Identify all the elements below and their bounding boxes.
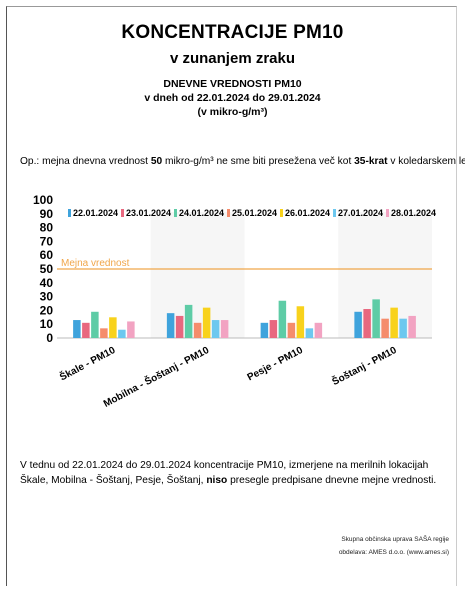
bar <box>118 329 126 338</box>
bar <box>82 322 90 338</box>
x-category-label: Šoštanj - PM10 <box>330 343 399 388</box>
legend-label: 25.01.2024 <box>232 208 277 218</box>
bar <box>175 315 184 338</box>
bar <box>287 322 296 338</box>
plot-band <box>150 212 245 338</box>
x-category-label: Pesje - PM10 <box>246 345 306 384</box>
legend-label: 24.01.2024 <box>179 208 224 218</box>
y-tick-label: 10 <box>40 317 54 331</box>
bar <box>202 307 211 338</box>
note-part-3: v koledarskem letu <box>390 156 465 167</box>
plot-band <box>338 212 432 338</box>
y-tick-label: 90 <box>40 207 54 221</box>
legend-label: 22.01.2024 <box>73 208 118 218</box>
bar <box>269 320 278 338</box>
bar <box>408 315 416 338</box>
bar <box>305 328 314 338</box>
y-tick-label: 100 <box>33 193 53 207</box>
summary-bold: niso <box>206 475 228 486</box>
note-part-1: Op.: mejna dnevna vrednost <box>20 156 151 167</box>
header-line-2: v dneh od 22.01.2024 do 29.01.2024 <box>144 92 321 104</box>
credit-line-2: obdelava: AMES d.o.o. (www.ames.si) <box>338 549 449 556</box>
bar <box>127 321 135 338</box>
header-line-1: DNEVNE VREDNOSTI PM10 <box>163 78 302 90</box>
legend-label: 27.01.2024 <box>338 208 383 218</box>
x-category-label: Škale - PM10 <box>57 343 117 383</box>
bar <box>211 320 220 338</box>
bar <box>73 320 81 338</box>
legend-swatch <box>174 209 177 217</box>
x-category-label: Mobilna - Šoštanj - PM10 <box>101 343 211 410</box>
bar <box>381 318 389 338</box>
limit-note: Op.: mejna dnevna vrednost 50 mikro-g/m³… <box>20 156 465 167</box>
bar <box>390 307 398 338</box>
credit-line-1: Skupna občinska uprava SAŠA regije <box>341 536 449 543</box>
y-tick-label: 20 <box>40 303 54 317</box>
chart-title: KONCENTRACIJE PM10 <box>121 22 344 43</box>
summary-text: V tednu od 22.01.2024 do 29.01.2024 konc… <box>20 458 445 488</box>
legend-label: 28.01.2024 <box>391 208 436 218</box>
legend-swatch <box>386 209 389 217</box>
limit-line-label: Mejna vrednost <box>61 258 130 269</box>
bar <box>354 311 362 338</box>
summary-part-1: V tednu od 22.01.2024 do 29.01.2024 konc… <box>20 460 429 486</box>
y-tick-label: 30 <box>40 290 54 304</box>
plot-band <box>57 212 151 338</box>
bar <box>166 313 175 338</box>
bar <box>296 306 305 338</box>
legend-swatch <box>68 209 71 217</box>
bar <box>100 328 108 338</box>
y-tick-label: 40 <box>40 276 54 290</box>
bar <box>193 322 202 338</box>
bar <box>220 320 229 338</box>
legend-swatch <box>121 209 124 217</box>
note-times: 35-krat <box>354 156 388 167</box>
summary-part-2: presegle predpisane dnevne mejne vrednos… <box>227 475 437 486</box>
legend-swatch <box>333 209 336 217</box>
y-tick-label: 50 <box>40 262 54 276</box>
bar <box>314 322 323 338</box>
legend-swatch <box>280 209 283 217</box>
bar <box>260 322 269 338</box>
bar <box>399 318 407 338</box>
bar <box>109 317 117 338</box>
legend-label: 26.01.2024 <box>285 208 330 218</box>
y-tick-label: 80 <box>40 221 54 235</box>
chart-subtitle: v zunanjem zraku <box>169 50 296 67</box>
legend-swatch <box>227 209 230 217</box>
bar <box>278 300 287 338</box>
plot-band <box>244 212 339 338</box>
bar <box>91 311 99 338</box>
y-tick-label: 0 <box>46 331 53 345</box>
bar <box>372 299 380 338</box>
bar <box>184 304 193 338</box>
note-limit-value: 50 <box>150 156 163 167</box>
y-tick-label: 70 <box>40 234 54 248</box>
legend-label: 23.01.2024 <box>126 208 171 218</box>
y-tick-label: 60 <box>40 248 54 262</box>
note-part-2: mikro-g/m³ ne sme biti presežena več kot <box>162 156 355 167</box>
bar <box>363 309 371 338</box>
header-line-3: (v mikro-g/m³) <box>197 106 268 118</box>
